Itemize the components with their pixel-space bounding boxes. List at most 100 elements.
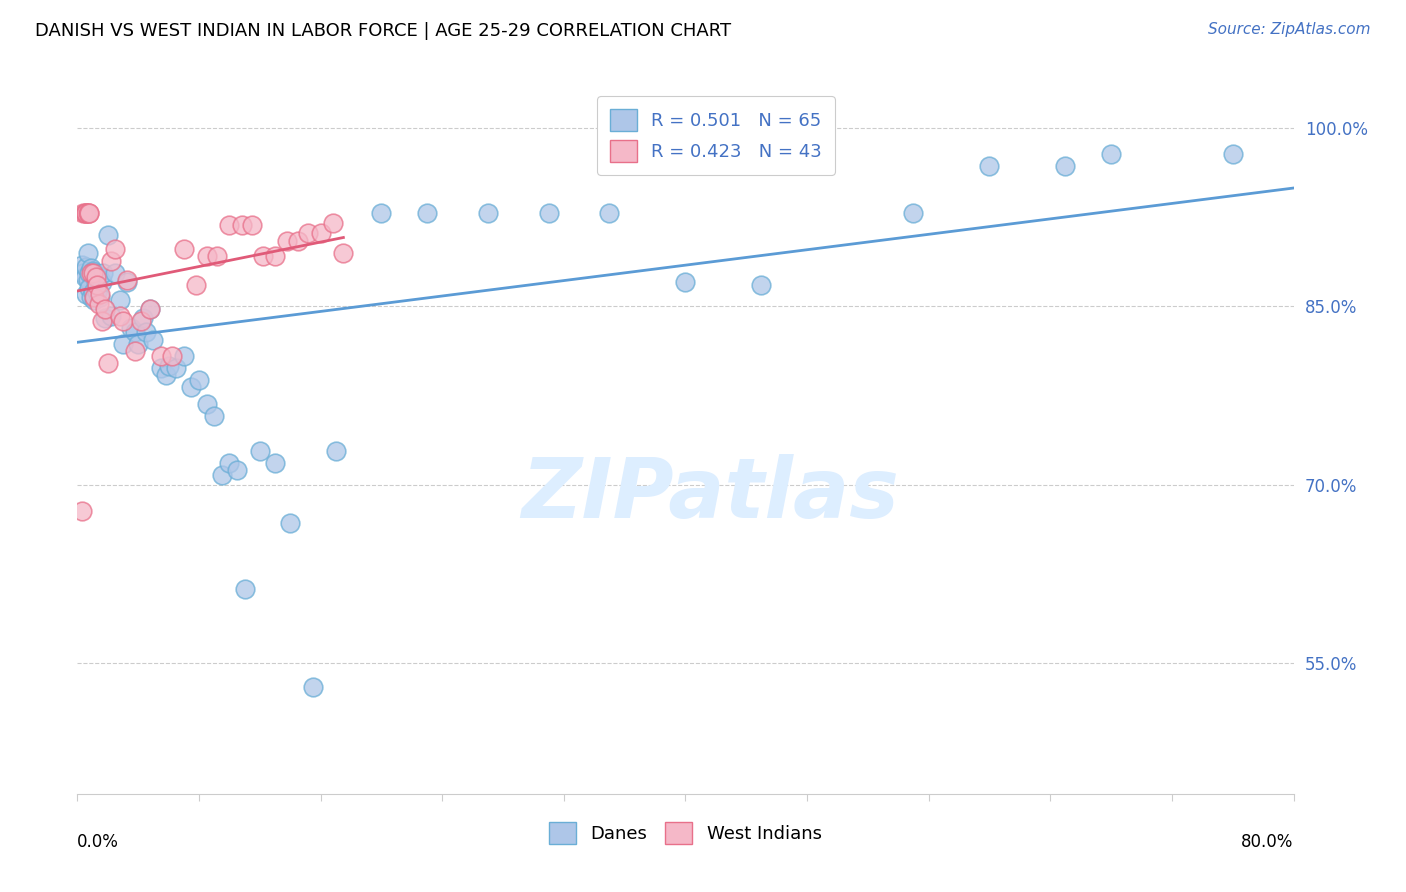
Point xyxy=(131,311,153,326)
Point xyxy=(264,249,287,263)
Point xyxy=(173,242,195,256)
Point xyxy=(90,276,112,290)
Point xyxy=(139,301,162,316)
Point xyxy=(100,309,122,323)
Point xyxy=(278,516,301,530)
Point xyxy=(142,333,165,347)
Point xyxy=(104,242,127,256)
Point xyxy=(72,206,94,220)
Point xyxy=(117,273,139,287)
Point xyxy=(89,287,111,301)
Point xyxy=(93,311,115,326)
Text: 0.0%: 0.0% xyxy=(77,833,120,851)
Point xyxy=(89,290,111,304)
Point xyxy=(90,313,112,327)
Point xyxy=(82,263,104,277)
Point xyxy=(82,266,104,280)
Point xyxy=(240,219,263,233)
Point xyxy=(218,219,240,233)
Point xyxy=(86,277,108,292)
Legend: Danes, West Indians: Danes, West Indians xyxy=(536,809,835,856)
Point xyxy=(325,444,347,458)
Point xyxy=(477,206,499,220)
Point xyxy=(1099,147,1122,161)
Point xyxy=(302,680,325,694)
Point xyxy=(231,219,253,233)
Point xyxy=(287,234,309,248)
Point xyxy=(108,309,131,323)
Point xyxy=(104,266,127,280)
Point xyxy=(598,206,620,220)
Point xyxy=(233,582,256,597)
Point xyxy=(370,206,392,220)
Text: ZIPatlas: ZIPatlas xyxy=(520,454,898,534)
Point xyxy=(195,249,218,263)
Point xyxy=(93,301,115,316)
Point xyxy=(218,456,240,470)
Point xyxy=(173,349,195,363)
Text: 80.0%: 80.0% xyxy=(1241,833,1294,851)
Point xyxy=(120,320,142,334)
Point xyxy=(276,234,298,248)
Point xyxy=(184,277,207,292)
Point xyxy=(79,266,101,280)
Point xyxy=(75,206,97,220)
Point xyxy=(84,269,107,284)
Point xyxy=(84,276,107,290)
Point xyxy=(537,206,560,220)
Point xyxy=(75,287,97,301)
Point xyxy=(82,285,104,299)
Point xyxy=(83,290,105,304)
Point xyxy=(1222,147,1244,161)
Point xyxy=(73,269,96,284)
Point xyxy=(87,269,110,284)
Point xyxy=(80,266,103,280)
Point xyxy=(157,359,180,373)
Point xyxy=(155,368,177,383)
Point xyxy=(124,344,146,359)
Point xyxy=(252,249,274,263)
Point xyxy=(1054,159,1077,173)
Point xyxy=(160,349,183,363)
Point xyxy=(226,463,249,477)
Text: DANISH VS WEST INDIAN IN LABOR FORCE | AGE 25-29 CORRELATION CHART: DANISH VS WEST INDIAN IN LABOR FORCE | A… xyxy=(35,22,731,40)
Point xyxy=(979,159,1001,173)
Point xyxy=(77,273,100,287)
Point xyxy=(322,216,344,230)
Point xyxy=(100,254,122,268)
Point xyxy=(297,226,319,240)
Point xyxy=(332,245,354,260)
Point xyxy=(309,226,332,240)
Point xyxy=(77,206,100,220)
Point xyxy=(211,468,233,483)
Point xyxy=(149,349,172,363)
Point xyxy=(83,266,105,280)
Point xyxy=(72,266,94,280)
Point xyxy=(97,227,120,242)
Point xyxy=(83,293,105,308)
Point xyxy=(139,301,162,316)
Point xyxy=(751,277,773,292)
Point xyxy=(79,281,101,295)
Point xyxy=(195,397,218,411)
Point xyxy=(70,504,93,518)
Point xyxy=(80,290,103,304)
Point xyxy=(117,276,139,290)
Point xyxy=(77,245,100,260)
Point xyxy=(80,261,103,276)
Point xyxy=(79,206,101,220)
Point xyxy=(79,206,101,220)
Point xyxy=(108,293,131,308)
Point xyxy=(180,380,202,394)
Point xyxy=(249,444,271,458)
Point xyxy=(91,266,114,280)
Point xyxy=(205,249,228,263)
Point xyxy=(124,326,146,340)
Point xyxy=(264,456,287,470)
Point xyxy=(86,285,108,299)
Point xyxy=(75,206,97,220)
Point xyxy=(97,356,120,370)
Point xyxy=(111,313,134,327)
Point xyxy=(87,297,110,311)
Point xyxy=(135,326,157,340)
